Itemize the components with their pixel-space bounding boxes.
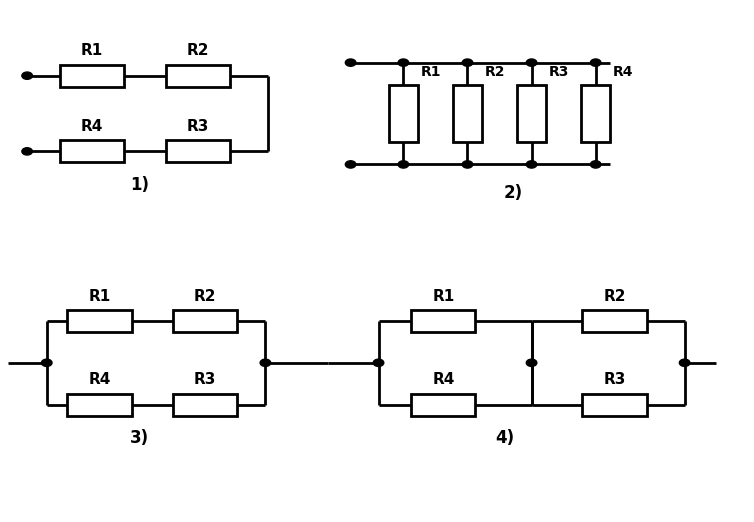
Bar <box>582 394 647 416</box>
Bar <box>412 310 475 332</box>
Text: R2: R2 <box>603 289 626 304</box>
Circle shape <box>22 148 32 155</box>
Text: 2): 2) <box>503 184 523 202</box>
Circle shape <box>345 59 356 66</box>
Circle shape <box>526 59 537 66</box>
Circle shape <box>41 359 52 366</box>
Circle shape <box>526 161 537 168</box>
Circle shape <box>22 72 32 79</box>
Bar <box>60 140 124 162</box>
Bar <box>389 85 418 142</box>
Circle shape <box>590 161 601 168</box>
Text: R2: R2 <box>186 43 209 58</box>
Text: 3): 3) <box>130 430 149 447</box>
Circle shape <box>526 359 537 366</box>
Text: R1: R1 <box>421 65 441 79</box>
Bar <box>173 394 238 416</box>
Bar <box>68 310 132 332</box>
Bar <box>453 85 482 142</box>
Text: R1: R1 <box>88 289 111 304</box>
Circle shape <box>398 59 409 66</box>
Text: R4: R4 <box>81 119 103 134</box>
Text: R2: R2 <box>194 289 216 304</box>
Text: R1: R1 <box>432 289 455 304</box>
Circle shape <box>345 161 356 168</box>
Bar <box>68 394 132 416</box>
Text: R1: R1 <box>81 43 103 58</box>
Bar <box>60 65 124 87</box>
Circle shape <box>462 59 473 66</box>
Bar <box>412 394 475 416</box>
Bar <box>173 310 238 332</box>
Bar <box>581 85 610 142</box>
Circle shape <box>462 161 473 168</box>
Circle shape <box>260 359 271 366</box>
Bar <box>166 65 230 87</box>
Text: R3: R3 <box>194 372 216 387</box>
Text: R3: R3 <box>549 65 569 79</box>
Bar <box>166 140 230 162</box>
Circle shape <box>373 359 384 366</box>
Bar <box>517 85 546 142</box>
Text: 1): 1) <box>130 176 149 194</box>
Text: R4: R4 <box>88 372 111 387</box>
Text: R3: R3 <box>603 372 626 387</box>
Circle shape <box>590 59 601 66</box>
Text: R3: R3 <box>186 119 209 134</box>
Text: R4: R4 <box>432 372 455 387</box>
Circle shape <box>679 359 690 366</box>
Text: R4: R4 <box>613 65 633 79</box>
Text: R2: R2 <box>485 65 505 79</box>
Bar <box>582 310 647 332</box>
Circle shape <box>398 161 409 168</box>
Text: 4): 4) <box>495 430 515 447</box>
